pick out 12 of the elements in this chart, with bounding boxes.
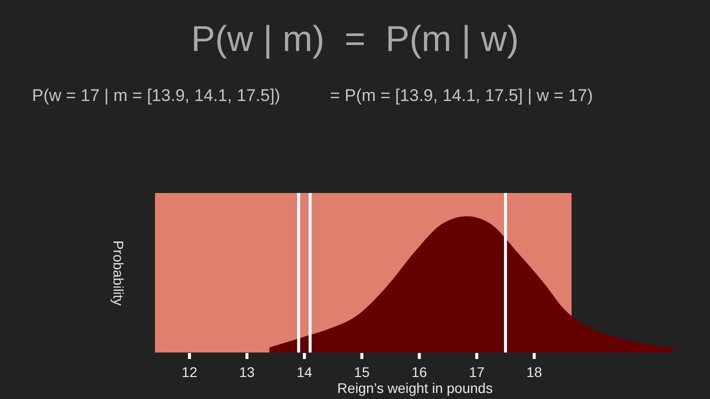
x-tick-label: 13 <box>239 364 255 380</box>
x-tick-label: 14 <box>296 364 312 380</box>
x-axis-title: Reign’s weight in pounds <box>337 380 493 396</box>
x-tick-label: 16 <box>412 364 428 380</box>
x-tick-label: 18 <box>526 364 542 380</box>
x-tick-label: 17 <box>468 364 485 380</box>
text: = P(m = [13.9, 14.1, 17.5] | w = 17) <box>330 86 593 106</box>
x-tick-label: 15 <box>354 364 370 380</box>
x-tick-label: 12 <box>182 364 198 380</box>
chart-title: P(w | m) = P(m | w) <box>190 18 520 60</box>
y-axis-title: Probability <box>111 240 127 306</box>
chart-subtitle: P(w = 17 | m = [13.9, 14.1, 17.5]) <box>32 86 280 106</box>
